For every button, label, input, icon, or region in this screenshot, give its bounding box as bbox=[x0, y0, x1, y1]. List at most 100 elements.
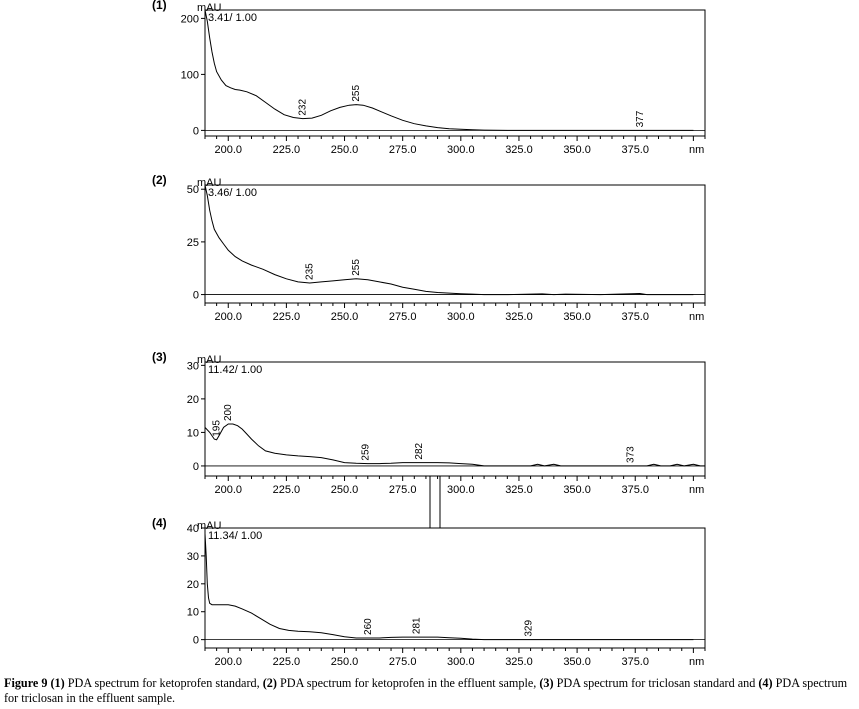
panel-4-ytick-label: 20 bbox=[187, 579, 199, 591]
panel-1-frame bbox=[204, 9, 706, 137]
panel-1-xtick-label: 325.0 bbox=[505, 144, 533, 156]
panel-4-peak-label: 260 bbox=[363, 618, 374, 635]
panel-2-ylabel: mAU bbox=[197, 177, 222, 189]
panel-4-label: (4) bbox=[152, 516, 167, 530]
panel-1-peak-label: 255 bbox=[351, 85, 362, 102]
panel-4-xtick-label: 300.0 bbox=[447, 656, 475, 668]
panel-3-spectrum-line bbox=[204, 423, 705, 467]
panel-3-peak-label: 200 bbox=[223, 404, 234, 421]
panel-2-peak-label: 235 bbox=[305, 263, 316, 280]
panel-3-xtick-label: 200.0 bbox=[214, 484, 242, 496]
panel-4-frame bbox=[204, 527, 706, 649]
panel-1-xtick-label: 350.0 bbox=[563, 144, 591, 156]
panel-2-frame bbox=[204, 184, 706, 304]
panel-4-spectrum-line bbox=[204, 533, 694, 641]
panel-4-xtick-label: 200.0 bbox=[214, 656, 242, 668]
caption-part-1-text: PDA spectrum for ketoprofen standard, bbox=[64, 676, 263, 690]
panel-2-xtick-label: 300.0 bbox=[447, 311, 475, 323]
panel-3-xlabel: nm bbox=[689, 484, 704, 496]
panel-3-ytick-label: 10 bbox=[187, 427, 199, 439]
caption-part-2-label: (2) bbox=[262, 676, 277, 690]
panel-1-header: 3.41/ 1.00 bbox=[208, 12, 257, 24]
panel-4-peak-label: 329 bbox=[523, 620, 534, 637]
panel-4-ytick-label: 30 bbox=[187, 551, 199, 563]
panel-1-xtick-label: 300.0 bbox=[447, 144, 475, 156]
panel-4-peak-label: 281 bbox=[412, 617, 423, 634]
panel-4-ytick-label: 40 bbox=[187, 523, 199, 535]
panel-1-ytick-label: 200 bbox=[181, 13, 199, 25]
panel-3-label: (3) bbox=[152, 350, 167, 364]
panel-1-ylabel: mAU bbox=[197, 2, 222, 14]
panel-4-header: 11.34/ 1.00 bbox=[208, 530, 262, 542]
panel-1-xtick-label: 225.0 bbox=[273, 144, 301, 156]
panel-1-xlabel: nm bbox=[689, 144, 704, 156]
figure-caption: Figure 9 (1) PDA spectrum for ketoprofen… bbox=[4, 676, 856, 706]
panel-2-xtick-label: 250.0 bbox=[331, 311, 359, 323]
panel-1-peak-label: 377 bbox=[635, 110, 646, 127]
panel-2-xtick-label: 375.0 bbox=[621, 311, 649, 323]
panel-3-xtick-label: 250.0 bbox=[331, 484, 359, 496]
panel-1-ytick-label: 100 bbox=[181, 69, 199, 81]
panel-3-ytick-label: 20 bbox=[187, 394, 199, 406]
panel-3-frame bbox=[204, 361, 706, 477]
panel-3-xtick-label: 375.0 bbox=[621, 484, 649, 496]
caption-part-4-text: PDA spectrum for triclosan in the efflue… bbox=[4, 676, 848, 705]
panel-3-ytick-label: 0 bbox=[193, 461, 199, 473]
caption-part-3-label: (3) bbox=[539, 676, 554, 690]
panel-3-xtick-label: 300.0 bbox=[447, 484, 475, 496]
panel-2-xtick-label: 225.0 bbox=[273, 311, 301, 323]
panel-3-ytick-label: 30 bbox=[187, 360, 199, 372]
panel-4-xtick-label: 250.0 bbox=[331, 656, 359, 668]
panel-4-xtick-label: 275.0 bbox=[389, 656, 417, 668]
panel-2-ytick-label: 0 bbox=[193, 290, 199, 302]
panel-4-xtick-label: 225.0 bbox=[273, 656, 301, 668]
panel-3-peak-label: 259 bbox=[360, 443, 371, 460]
panel-3-xtick-label: 275.0 bbox=[389, 484, 417, 496]
panel-3-xtick-label: 225.0 bbox=[273, 484, 301, 496]
panel-3-header: 11.42/ 1.00 bbox=[208, 364, 262, 376]
caption-figure-label: Figure 9 bbox=[4, 676, 48, 690]
panel-3-peak-label: 195 bbox=[212, 420, 223, 437]
panel-1-xtick-label: 250.0 bbox=[331, 144, 359, 156]
panel-1-ytick-label: 0 bbox=[193, 125, 199, 137]
panel-1-label: (1) bbox=[152, 0, 167, 12]
panel-3-ylabel: mAU bbox=[197, 354, 222, 366]
panel-3-xtick-label: 350.0 bbox=[563, 484, 591, 496]
panel-4-ytick-label: 10 bbox=[187, 607, 199, 619]
caption-part-4-label: (4) bbox=[758, 676, 773, 690]
panel-2-header: 3.46/ 1.00 bbox=[208, 187, 257, 199]
panel-2-xtick-label: 325.0 bbox=[505, 311, 533, 323]
panel-2-xtick-label: 200.0 bbox=[214, 311, 242, 323]
panel-2-peak-label: 255 bbox=[351, 259, 362, 276]
panel-4-ytick-label: 0 bbox=[193, 635, 199, 647]
panel-3-peak-label: 373 bbox=[626, 446, 637, 463]
caption-part-2-text: PDA spectrum for ketoprofen in the efflu… bbox=[276, 676, 540, 690]
panel-2-ytick-label: 50 bbox=[187, 184, 199, 196]
panel-4-xlabel: nm bbox=[689, 656, 704, 668]
panel-1-xtick-label: 200.0 bbox=[214, 144, 242, 156]
panel-1-peak-label: 232 bbox=[298, 99, 309, 116]
caption-part-1-label: (1) bbox=[50, 676, 65, 690]
panel-2-xtick-label: 275.0 bbox=[389, 311, 417, 323]
panel-1-spectrum-line bbox=[204, 9, 694, 131]
panel-2-spectrum-line bbox=[204, 184, 694, 296]
panel-3-peak-label: 282 bbox=[414, 442, 425, 459]
panel-4-xtick-label: 375.0 bbox=[621, 656, 649, 668]
panel-2-ytick-label: 25 bbox=[187, 237, 199, 249]
panel-1-xtick-label: 275.0 bbox=[389, 144, 417, 156]
panel-4-xtick-label: 350.0 bbox=[563, 656, 591, 668]
panel-2-xlabel: nm bbox=[689, 311, 704, 323]
panel-2-xtick-label: 350.0 bbox=[563, 311, 591, 323]
panel-2-label: (2) bbox=[152, 173, 167, 187]
caption-part-3-text: PDA spectrum for triclosan standard and bbox=[553, 676, 759, 690]
panel-1-xtick-label: 375.0 bbox=[621, 144, 649, 156]
panel-4-xtick-label: 325.0 bbox=[505, 656, 533, 668]
panel-3-xtick-label: 325.0 bbox=[505, 484, 533, 496]
wavelength-connector-bar bbox=[429, 475, 441, 529]
panel-4-ylabel: mAU bbox=[197, 520, 222, 532]
